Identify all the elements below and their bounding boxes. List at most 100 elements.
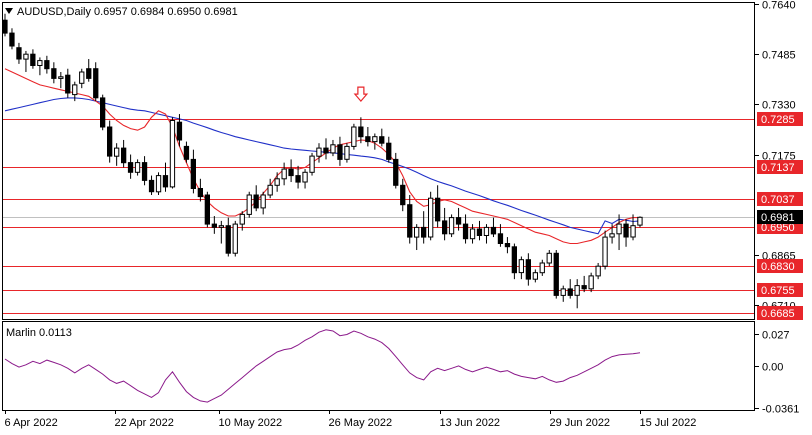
- candle: [609, 224, 615, 244]
- candles: [2, 13, 643, 309]
- candle: [65, 68, 71, 98]
- candle: [204, 191, 210, 228]
- candle: [148, 175, 155, 195]
- candle: [421, 211, 427, 244]
- candle: [504, 237, 511, 254]
- ma-red-line: [4, 68, 640, 245]
- dropdown-triangle-icon[interactable]: [5, 8, 13, 14]
- indicator-tick-label: 0.00: [762, 362, 783, 374]
- candle: [190, 149, 196, 194]
- candle: [525, 253, 532, 286]
- candle: [365, 127, 371, 147]
- candle: [588, 272, 594, 293]
- candle: [546, 250, 552, 267]
- indicator-tick-label: 0.027: [762, 330, 790, 342]
- candle: [274, 172, 280, 192]
- candle: [176, 114, 183, 147]
- candle: [379, 128, 385, 147]
- candle: [344, 143, 350, 163]
- candle: [93, 62, 99, 102]
- candle: [302, 169, 308, 189]
- candle: [253, 185, 259, 212]
- candle: [267, 178, 273, 199]
- candle: [30, 49, 36, 69]
- candle: [490, 217, 497, 238]
- candle: [602, 230, 608, 270]
- candle: [100, 94, 106, 131]
- candle: [469, 224, 476, 244]
- price-tick-label: 0.7485: [762, 50, 796, 62]
- moving-averages: [4, 68, 641, 245]
- candle: [442, 207, 448, 241]
- candle: [407, 194, 413, 244]
- candle: [107, 120, 113, 163]
- candle: [539, 259, 545, 276]
- candle: [637, 216, 643, 228]
- candle: [2, 13, 8, 37]
- level-label: 0.7285: [761, 114, 795, 126]
- price-tick-label: 0.7175: [762, 151, 796, 163]
- candle: [155, 172, 162, 195]
- candle: [351, 123, 357, 150]
- candle: [581, 275, 587, 293]
- candle: [630, 214, 636, 241]
- candle: [197, 178, 203, 202]
- candle: [386, 136, 392, 163]
- date-tick-label: 15 Jul 2022: [640, 417, 697, 429]
- candle: [288, 159, 294, 183]
- candle: [218, 220, 224, 244]
- candle: [225, 217, 231, 257]
- candle: [400, 178, 406, 212]
- candle: [448, 214, 455, 238]
- candle: [114, 143, 120, 166]
- candle: [560, 285, 566, 302]
- date-tick-label: 22 Apr 2022: [115, 417, 174, 429]
- indicator-tick-label: -0.0361: [762, 404, 799, 416]
- indicator-header: Marlin 0.0113: [6, 327, 72, 339]
- candle: [72, 81, 78, 102]
- candle: [623, 219, 629, 247]
- level-label: 0.7037: [761, 194, 795, 206]
- ma-blue-line: [4, 97, 641, 235]
- candle: [239, 211, 245, 231]
- candle: [497, 224, 504, 247]
- candle: [141, 156, 148, 186]
- candle: [309, 152, 315, 176]
- candle: [462, 214, 469, 244]
- level-label: 0.7137: [761, 162, 795, 174]
- candle: [574, 279, 580, 309]
- candle: [616, 214, 622, 251]
- candle: [435, 185, 441, 228]
- candle: [553, 250, 559, 299]
- candle: [595, 262, 601, 280]
- current-price-label: 0.6981: [761, 212, 795, 224]
- candle: [134, 159, 141, 176]
- candle: [79, 68, 85, 89]
- candle: [393, 152, 399, 189]
- candle: [162, 162, 169, 192]
- candle: [232, 220, 238, 257]
- candle: [260, 191, 266, 215]
- level-label: 0.6755: [761, 285, 795, 297]
- candle: [567, 279, 573, 299]
- date-tick-label: 10 May 2022: [219, 417, 283, 429]
- candle: [372, 133, 378, 150]
- candle: [428, 191, 434, 241]
- candle: [511, 243, 518, 280]
- candle: [295, 165, 301, 189]
- indicator-plot-frame: [2, 321, 755, 411]
- price-tick-label: 0.7330: [762, 100, 796, 112]
- level-label: 0.6685: [761, 308, 795, 320]
- down-arrow-icon: [353, 86, 369, 103]
- candle: [532, 269, 539, 283]
- date-tick-label: 6 Apr 2022: [5, 417, 58, 429]
- candle: [316, 143, 322, 163]
- candle: [121, 139, 127, 168]
- candle: [169, 117, 176, 189]
- time-axis: 6 Apr 2022 22 Apr 2022 10 May 2022 26 May 2…: [5, 410, 697, 429]
- candle: [323, 138, 329, 160]
- candle: [183, 141, 190, 163]
- candle: [23, 50, 29, 72]
- candle: [86, 59, 92, 82]
